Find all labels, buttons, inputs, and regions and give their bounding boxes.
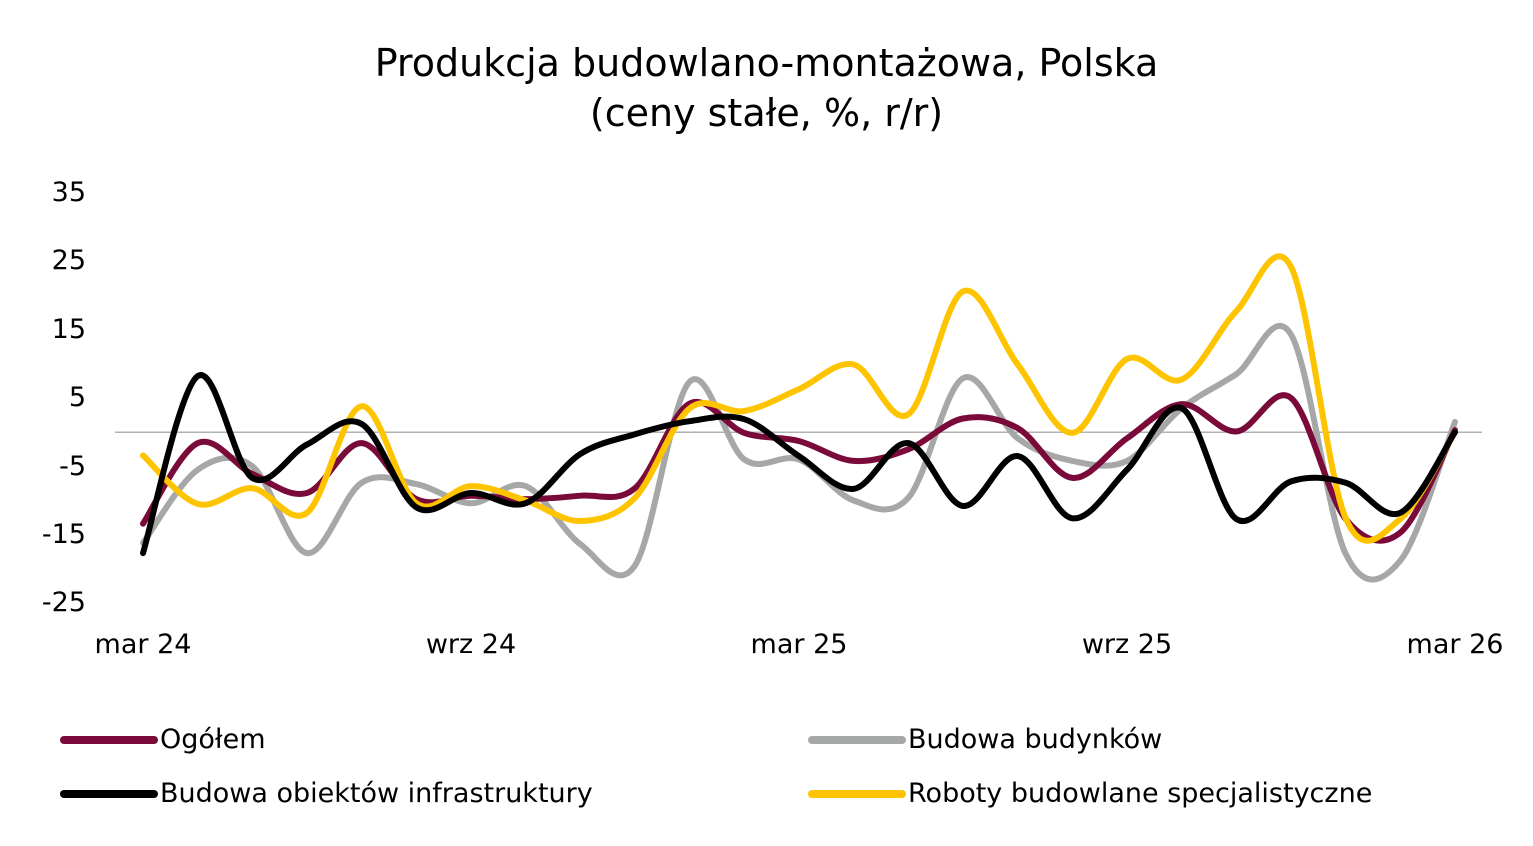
legend-swatch-infrastruktura [60, 789, 158, 798]
legend-label: Ogółem [160, 724, 266, 755]
series-line-specjalistyczne [140, 253, 1458, 544]
x-tick-label: wrz 25 [1081, 629, 1173, 660]
y-tick-label: 35 [51, 177, 86, 208]
legend-swatch-ogolem [60, 735, 158, 744]
y-tick-label: -25 [41, 587, 86, 618]
x-tick-label: mar 26 [1406, 629, 1504, 660]
legend-swatch-budynki [808, 735, 906, 744]
chart-title-line1: Produkcja budowlano-montażowa, Polska [374, 41, 1159, 85]
legend-item-specjalistyczne: Roboty budowlane specjalistyczne [808, 778, 1372, 809]
x-tick-label: wrz 24 [425, 629, 517, 660]
legend-label: Budowa obiektów infrastruktury [160, 778, 593, 809]
y-tick-label: 5 [68, 382, 86, 413]
x-tick-label: mar 25 [750, 629, 848, 660]
legend-item-ogolem: Ogółem [60, 724, 266, 755]
chart-title-line2: (ceny stałe, %, r/r) [589, 91, 944, 135]
chart-title: Produkcja budowlano-montażowa, Polska (c… [0, 38, 1533, 138]
series-layer [140, 253, 1458, 583]
y-tick-label: -15 [41, 519, 86, 550]
series-line-infrastruktura [140, 372, 1458, 557]
y-tick-label: 15 [51, 314, 86, 345]
legend-label: Roboty budowlane specjalistyczne [908, 778, 1373, 809]
y-tick-label: -5 [59, 451, 86, 482]
y-tick-label: 25 [51, 245, 86, 276]
x-tick-label: mar 24 [94, 629, 192, 660]
series-line-ogolem [140, 392, 1458, 544]
legend-item-infrastruktura: Budowa obiektów infrastruktury [60, 778, 593, 809]
legend-label: Budowa budynków [908, 724, 1163, 755]
legend-item-budynki: Budowa budynków [808, 724, 1162, 755]
legend-swatch-specjalistyczne [808, 789, 906, 798]
